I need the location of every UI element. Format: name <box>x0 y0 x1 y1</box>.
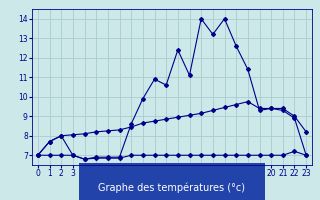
X-axis label: Graphe des températures (°c): Graphe des températures (°c) <box>99 182 245 193</box>
